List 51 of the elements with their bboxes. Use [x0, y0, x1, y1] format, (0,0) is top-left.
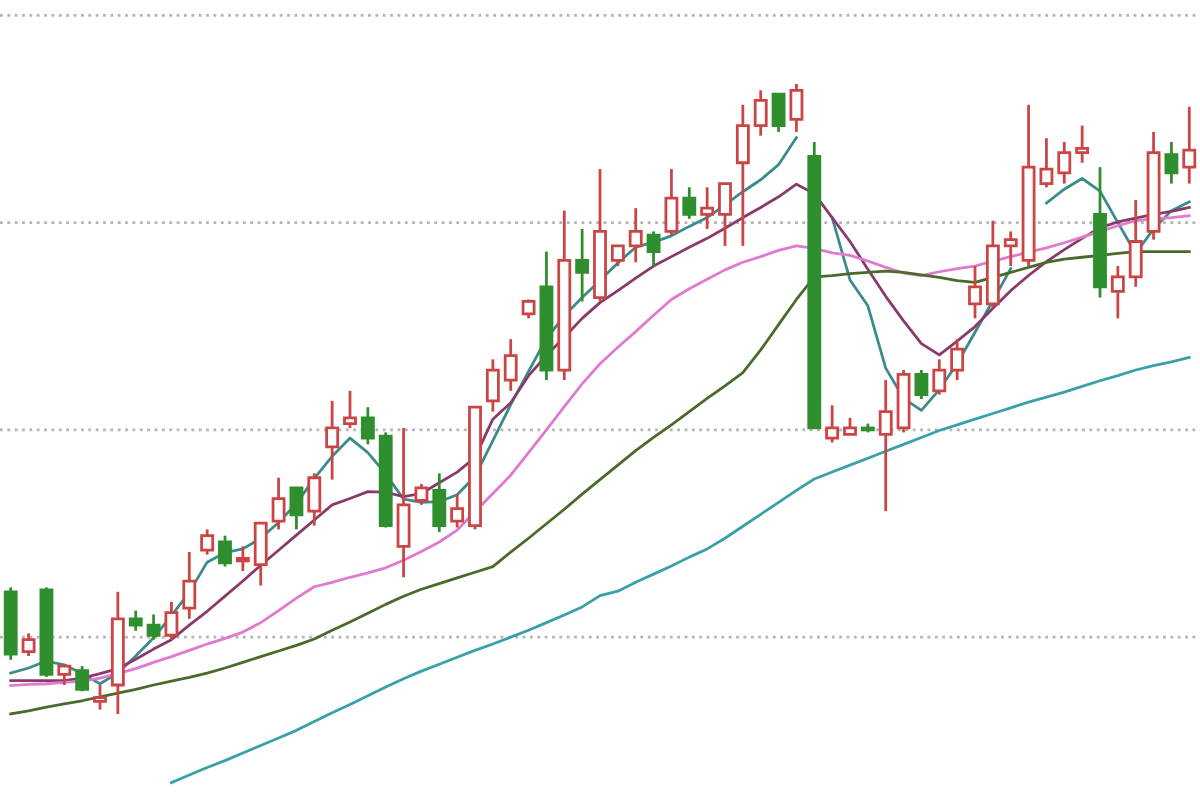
candlestick: [325, 399, 340, 482]
candlestick: [932, 357, 947, 396]
candlestick: [146, 613, 161, 642]
candlestick: [432, 471, 447, 534]
candlestick: [789, 82, 804, 134]
candlestick: [21, 631, 36, 658]
candlestick: [271, 476, 286, 531]
candlestick: [718, 182, 732, 248]
candlestick: [771, 92, 786, 134]
candlestick: [200, 528, 215, 556]
candlestick: [825, 403, 840, 444]
candlestick: [682, 185, 697, 221]
candlestick: [307, 471, 322, 528]
candlestick: [93, 683, 107, 711]
candlestick: [235, 545, 250, 573]
candlestick: [128, 609, 143, 633]
candlestick: [485, 357, 500, 413]
candlestick: [753, 88, 768, 138]
candlestick: [968, 264, 982, 320]
candlestick: [253, 521, 268, 587]
candlestick: [414, 482, 429, 507]
candlestick: [950, 337, 965, 382]
candlestick: [218, 534, 232, 568]
candlestick: [1003, 230, 1018, 268]
candlestick: [700, 185, 715, 231]
candlestick: [664, 167, 679, 237]
candlestick: [610, 244, 625, 268]
candlestick: [878, 378, 893, 513]
candlestick: [164, 600, 179, 642]
candlestick: [575, 227, 590, 303]
candlestick: [1039, 136, 1054, 189]
candlestick: [450, 492, 465, 529]
candlestick: [360, 405, 375, 446]
candlestick: [735, 103, 750, 248]
candlestick: [1128, 198, 1143, 289]
candlestick: [396, 426, 411, 579]
candlestick: [343, 389, 357, 430]
candlestick: [1057, 140, 1072, 185]
candlestick: [57, 662, 72, 687]
candlestick: [289, 486, 304, 531]
candlestick: [521, 298, 536, 320]
candlestick: [628, 206, 643, 264]
candlestick: [1110, 264, 1125, 320]
candlestick: [1182, 105, 1197, 185]
candlestick: [75, 664, 90, 693]
candlestick: [182, 550, 197, 621]
candlestick: [646, 230, 661, 268]
candlestick: [503, 337, 518, 393]
candlestick: [1075, 124, 1090, 165]
candlestick: [1164, 140, 1179, 185]
candlestick: [914, 368, 929, 401]
